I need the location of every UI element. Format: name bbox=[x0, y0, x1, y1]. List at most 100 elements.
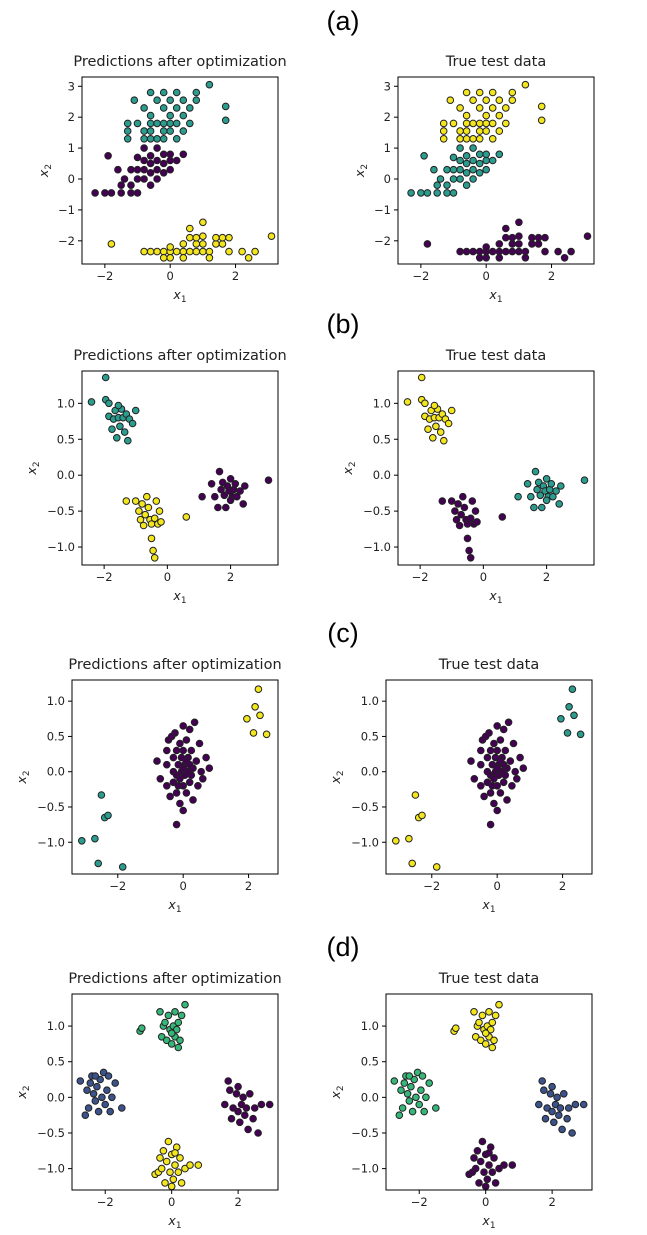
scatter-point bbox=[493, 764, 502, 773]
y-axis-label: x2 bbox=[328, 770, 346, 784]
scatter-point bbox=[556, 1104, 565, 1112]
scatter-point bbox=[449, 175, 458, 183]
x-tick-label: 2 bbox=[559, 879, 566, 893]
scatter-point bbox=[390, 1077, 399, 1085]
scatter-point bbox=[436, 428, 445, 436]
y-tick-label: −0.5 bbox=[351, 1126, 379, 1140]
scatter-point bbox=[177, 1011, 186, 1020]
points bbox=[403, 373, 589, 562]
scatter-point bbox=[549, 492, 557, 501]
scatter-point bbox=[509, 739, 518, 748]
scatter-point bbox=[179, 806, 187, 815]
scatter-point bbox=[462, 181, 471, 189]
x-tick-label: −2 bbox=[97, 1195, 114, 1209]
scatter-point bbox=[475, 159, 484, 168]
scatter-point bbox=[495, 247, 504, 256]
scatter-point bbox=[113, 434, 121, 442]
scatter-point bbox=[456, 127, 464, 135]
axes-frame bbox=[71, 993, 279, 1191]
scatter-point bbox=[490, 739, 498, 748]
scatter-point bbox=[166, 243, 174, 251]
scatter-point bbox=[149, 546, 157, 555]
scatter-point bbox=[490, 1154, 498, 1162]
scatter-point bbox=[514, 492, 522, 501]
y-tick-label: 0 bbox=[384, 172, 391, 186]
x-tick-label: 2 bbox=[232, 269, 239, 283]
scatter-point bbox=[482, 243, 491, 251]
scatter-point bbox=[140, 127, 148, 135]
scatter-point bbox=[182, 736, 191, 744]
y-tick-label: −0.5 bbox=[37, 1126, 65, 1140]
scatter-point bbox=[488, 1168, 497, 1176]
scatter-point bbox=[146, 152, 155, 160]
x-tick-label: 2 bbox=[543, 570, 550, 584]
scatter-point bbox=[89, 1090, 98, 1098]
scatter-point bbox=[172, 746, 181, 755]
scatter-point bbox=[150, 554, 159, 562]
scatter-point bbox=[91, 189, 99, 197]
scatter-point bbox=[540, 1086, 548, 1094]
scatter-point bbox=[172, 247, 181, 256]
scatter-point bbox=[146, 135, 155, 143]
scatter-point bbox=[462, 119, 471, 128]
scatter-point bbox=[186, 119, 194, 128]
scatter-point bbox=[179, 240, 188, 248]
scatter-point bbox=[417, 373, 426, 382]
scatter-point bbox=[179, 127, 188, 135]
scatter-point bbox=[481, 1182, 490, 1191]
scatter-point bbox=[449, 165, 458, 174]
scatter-point bbox=[192, 247, 201, 256]
x-axis-label: x1 bbox=[481, 1213, 495, 1231]
scatter-point bbox=[490, 799, 498, 808]
subplot-title: True test data bbox=[438, 971, 540, 987]
scatter-point bbox=[236, 487, 244, 495]
scatter-point bbox=[211, 492, 219, 501]
scatter-point bbox=[488, 1018, 497, 1027]
scatter-point bbox=[471, 1164, 480, 1173]
points bbox=[390, 1000, 588, 1191]
subplot-title: True test data bbox=[445, 348, 547, 364]
y-tick-label: 3 bbox=[68, 79, 75, 93]
scatter-point bbox=[528, 240, 536, 248]
scatter-point bbox=[225, 247, 233, 256]
scatter-point bbox=[476, 1036, 485, 1045]
scatter-point bbox=[186, 224, 194, 233]
scatter-point bbox=[185, 778, 194, 787]
scatter-point bbox=[482, 119, 491, 128]
scatter-point bbox=[194, 782, 202, 790]
scatter-point bbox=[262, 730, 271, 739]
scatter-point bbox=[475, 135, 484, 143]
scatter-point bbox=[508, 782, 516, 790]
scatter-point bbox=[469, 135, 477, 143]
scatter-point bbox=[418, 811, 426, 820]
scatter-point bbox=[167, 1040, 176, 1048]
scatter-point bbox=[264, 476, 273, 485]
scatter-point bbox=[516, 753, 524, 762]
axes-frame bbox=[397, 370, 595, 566]
y-tick-label: 0.0 bbox=[361, 765, 379, 779]
scatter-point bbox=[515, 247, 523, 256]
scatter-point bbox=[98, 1093, 106, 1102]
scatter-point bbox=[475, 150, 484, 159]
scatter-point bbox=[161, 1179, 169, 1187]
scatter-point bbox=[456, 247, 464, 256]
scatter-point bbox=[172, 156, 181, 165]
scatter-point bbox=[153, 175, 161, 183]
points bbox=[78, 685, 271, 871]
subplot-right: True test data −2 0 2 −1.0 −0.5 0.0 0.5 1.0 x1 x2 bbox=[328, 657, 593, 915]
scatter-point bbox=[469, 119, 477, 128]
scatter-point bbox=[439, 135, 448, 143]
scatter-point bbox=[174, 1018, 183, 1027]
scatter-point bbox=[432, 422, 440, 431]
scatter-point bbox=[481, 732, 490, 741]
scatter-point bbox=[221, 116, 230, 125]
scatter-point bbox=[140, 247, 148, 256]
scatter-point bbox=[511, 767, 520, 776]
scatter-point bbox=[244, 1125, 252, 1134]
scatter-point bbox=[454, 500, 462, 508]
y-tick-label: 0.0 bbox=[373, 468, 391, 482]
scatter-point bbox=[495, 111, 504, 120]
y-tick-label: 0.5 bbox=[361, 1055, 379, 1069]
scatter-point bbox=[568, 1129, 576, 1137]
x-axis-label: x1 bbox=[481, 897, 495, 915]
